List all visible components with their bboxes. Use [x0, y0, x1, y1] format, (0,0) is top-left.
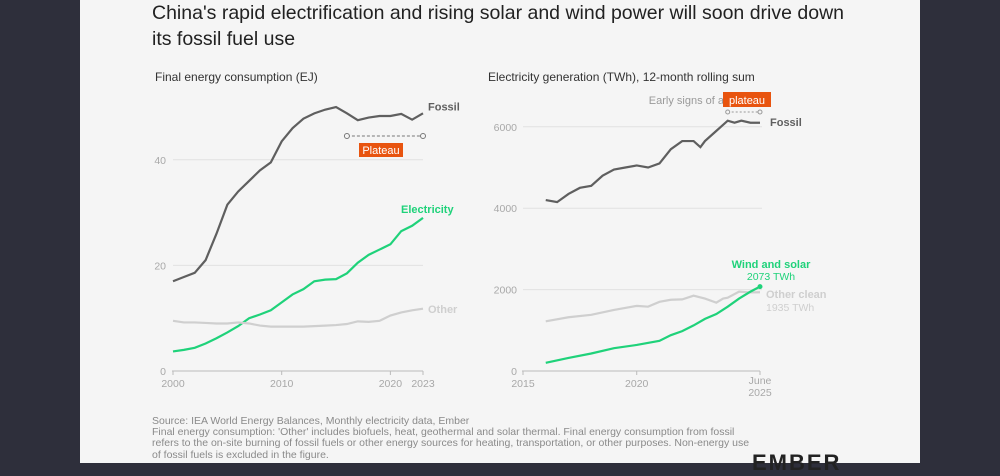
series-label: Wind and solar	[732, 259, 811, 271]
x-tick-label: 2023	[411, 378, 435, 390]
definition-note: Final energy consumption: 'Other' includ…	[152, 426, 750, 461]
x-tick-label: 2010	[270, 378, 294, 390]
y-tick-label: 0	[160, 366, 166, 378]
plateau-label: plateau	[729, 95, 765, 107]
y-tick-label: 6000	[494, 122, 518, 134]
x-tick-label: 2020	[379, 378, 403, 390]
plateau-marker	[725, 109, 731, 115]
series-label: Electricity	[401, 204, 454, 216]
page-title: China's rapid electrification and rising…	[152, 2, 844, 50]
footnotes: Source: IEA World Energy Balances, Month…	[152, 415, 752, 461]
chart-panel	[80, 0, 920, 463]
plateau-marker	[757, 109, 763, 115]
series-end-value: 1935 TWh	[766, 302, 814, 314]
wind-solar-endpoint	[757, 284, 763, 290]
series-line-other	[172, 307, 424, 328]
x-tick-label-month: June	[749, 375, 772, 387]
ember-logo: EMBER	[752, 450, 842, 475]
plateau-badge	[359, 143, 403, 157]
x-tick-label: 2000	[161, 378, 185, 390]
series-label: Fossil	[770, 117, 802, 129]
plateau-label: Plateau	[362, 145, 399, 157]
series-line-fossil	[172, 105, 424, 283]
series-line-fossil	[545, 119, 760, 204]
y-tick-label: 40	[154, 155, 166, 167]
y-tick-label: 4000	[494, 203, 518, 215]
x-tick-label: 2015	[511, 378, 535, 390]
series-label: Fossil	[428, 101, 460, 113]
source-note: Source: IEA World Energy Balances, Month…	[152, 415, 470, 427]
right-chart-title: Electricity generation (TWh), 12-month r…	[488, 70, 755, 84]
series-label: Other	[428, 304, 458, 316]
charts-svg: 0 20 40 2000 2010 2020 2023 Fossil Electricity Ot…	[154, 92, 827, 399]
series-end-value: 2073 TWh	[747, 271, 795, 283]
series-label: Other clean	[766, 289, 827, 301]
plateau-marker	[343, 133, 350, 139]
plateau-prefix: Early signs of a	[649, 95, 725, 107]
x-tick-label: 2020	[625, 378, 649, 390]
y-tick-label: 0	[511, 366, 517, 378]
series-line-electricity	[172, 216, 424, 353]
plateau-marker	[420, 133, 426, 139]
left-chart-title: Final energy consumption (EJ)	[155, 70, 318, 84]
x-tick-label-year: 2025	[748, 387, 772, 399]
plateau-badge	[723, 92, 771, 107]
y-tick-label: 2000	[494, 285, 518, 297]
series-line-wind-and-solar	[545, 285, 761, 364]
series-line-other-clean	[545, 290, 761, 323]
y-tick-label: 20	[154, 260, 166, 272]
